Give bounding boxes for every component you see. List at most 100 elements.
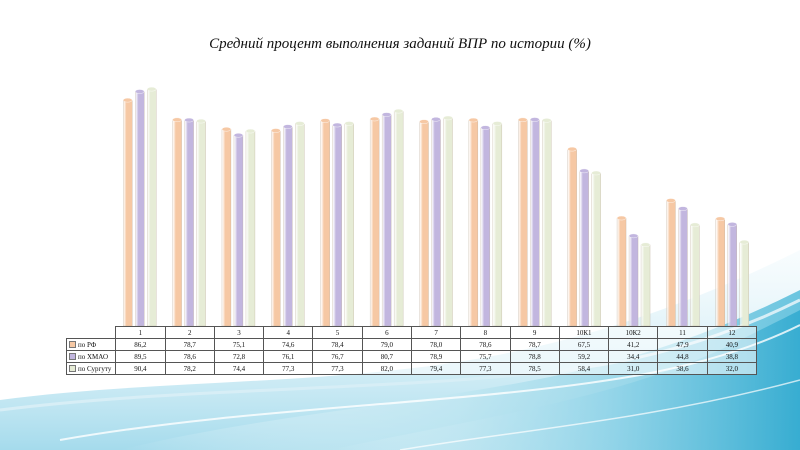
data-label-1-1: 78,6 — [164, 350, 215, 363]
bar-1-11 — [678, 208, 688, 327]
data-label-2-12: 32,0 — [706, 362, 758, 375]
bar-0-10 — [616, 217, 627, 327]
bar-cap-1-5 — [381, 112, 392, 117]
category-label-11: 11 — [657, 326, 708, 339]
category-label-1: 2 — [164, 326, 215, 339]
category-label-10: 10К2 — [608, 326, 659, 339]
data-label-0-3: 74,6 — [263, 338, 314, 351]
data-label-2-7: 77,3 — [460, 362, 511, 375]
bar-2-0 — [147, 89, 157, 327]
data-label-0-11: 47,9 — [657, 338, 708, 351]
bar-cap-1-11 — [678, 206, 688, 211]
category-label-3: 4 — [263, 326, 314, 339]
bar-1-2 — [233, 135, 244, 327]
data-label-0-6: 78,0 — [410, 338, 462, 351]
category-label-12: 12 — [706, 326, 758, 339]
bar-2-4 — [344, 123, 354, 327]
category-label-2: 3 — [213, 326, 265, 339]
bar-1-5 — [381, 114, 392, 327]
bar-cap-2-1 — [196, 118, 206, 124]
series-name-0: по РФ — [65, 338, 117, 351]
data-label-0-7: 78,6 — [460, 338, 511, 351]
data-label-1-6: 78,9 — [410, 350, 462, 363]
category-label-7: 8 — [460, 326, 511, 339]
bar-1-12 — [727, 224, 737, 327]
bar-cap-0-9 — [567, 146, 577, 152]
data-label-0-2: 75,1 — [213, 338, 265, 351]
category-label-0: 1 — [115, 326, 166, 339]
bar-0-1 — [172, 119, 182, 327]
bar-cap-0-11 — [666, 198, 676, 203]
data-label-2-2: 74,4 — [213, 362, 265, 375]
bar-0-7 — [468, 119, 479, 327]
category-label-6: 7 — [410, 326, 462, 339]
bar-cap-0-4 — [320, 118, 330, 123]
bar-1-3 — [283, 126, 293, 327]
bar-2-10 — [640, 244, 651, 327]
data-label-0-10: 41,2 — [608, 338, 659, 351]
data-label-1-9: 59,2 — [558, 350, 610, 363]
legend-key-1 — [69, 353, 76, 361]
table-corner-cell — [66, 326, 117, 339]
bar-2-7 — [492, 123, 503, 327]
bar-2-1 — [196, 120, 206, 327]
bars-group — [122, 86, 750, 327]
bar-cap-0-5 — [369, 116, 380, 122]
bar-0-5 — [369, 118, 380, 327]
bar-cap-2-2 — [245, 128, 256, 134]
series-row-0: по РФ 86,2 78,7 75,1 74,6 78,4 79,0 78,0 78,6 78,… — [65, 338, 758, 351]
series-name-2: по Сургуту — [65, 362, 117, 375]
bar-1-7 — [480, 127, 491, 327]
category-label-9: 10К1 — [558, 326, 610, 339]
bar-2-12 — [739, 242, 749, 327]
data-label-0-1: 78,7 — [164, 338, 215, 351]
data-label-1-5: 80,7 — [361, 350, 412, 363]
bar-cap-2-7 — [492, 121, 503, 126]
bar-cap-1-10 — [628, 233, 639, 239]
bar-cap-1-8 — [530, 117, 540, 122]
data-label-2-3: 77,3 — [263, 362, 314, 375]
data-label-2-11: 38,6 — [657, 362, 708, 375]
chart-title: Средний процент выполнения заданий ВПР п… — [209, 36, 591, 52]
bar-2-11 — [690, 224, 700, 327]
category-label-4: 5 — [312, 326, 363, 339]
bar-0-6 — [419, 121, 429, 327]
bar-0-4 — [320, 120, 330, 327]
bar-cap-2-11 — [690, 222, 700, 228]
bar-1-9 — [579, 170, 589, 327]
bar-cap-0-6 — [419, 119, 429, 124]
data-label-2-10: 31,0 — [608, 362, 659, 375]
data-label-1-8: 78,8 — [509, 350, 560, 363]
bar-0-0 — [123, 100, 133, 327]
bar-cap-1-4 — [332, 122, 342, 128]
bar-cap-2-8 — [542, 118, 552, 123]
data-label-0-5: 79,0 — [361, 338, 412, 351]
data-label-1-3: 76,1 — [263, 350, 314, 363]
bar-1-4 — [332, 124, 342, 327]
data-label-2-8: 78,5 — [509, 362, 560, 375]
bar-cap-2-10 — [640, 242, 651, 247]
data-label-0-8: 78,7 — [509, 338, 560, 351]
bar-0-2 — [221, 129, 232, 327]
bar-cap-2-6 — [443, 115, 453, 121]
bar-0-12 — [715, 218, 725, 327]
bar-0-9 — [567, 148, 577, 327]
bar-cap-2-5 — [393, 108, 404, 114]
bar-cap-0-3 — [271, 128, 281, 133]
bar-cap-1-2 — [233, 133, 244, 138]
bar-cap-2-12 — [739, 239, 750, 245]
data-table: 1 2 3 4 5 6 7 8 9 10К1 10К2 11 12 по РФ 86,2 78,7 75,1 7… — [65, 326, 758, 375]
bar-2-9 — [591, 172, 601, 327]
bar-0-11 — [666, 200, 676, 327]
data-label-0-4: 78,4 — [312, 338, 363, 351]
series-name-1: по ХМАО — [65, 350, 117, 363]
data-label-2-4: 77,3 — [312, 362, 363, 375]
category-label-8: 9 — [509, 326, 560, 339]
bar-cap-2-3 — [295, 121, 305, 126]
series-row-2: по Сургуту 90,4 78,2 74,4 77,3 77,3 82,0 79,4 77… — [65, 362, 758, 375]
data-label-1-4: 76,7 — [312, 350, 363, 363]
bar-cap-0-1 — [172, 117, 182, 123]
bar-cap-2-0 — [146, 86, 157, 92]
bar-2-8 — [542, 120, 552, 327]
bar-2-5 — [393, 111, 404, 327]
